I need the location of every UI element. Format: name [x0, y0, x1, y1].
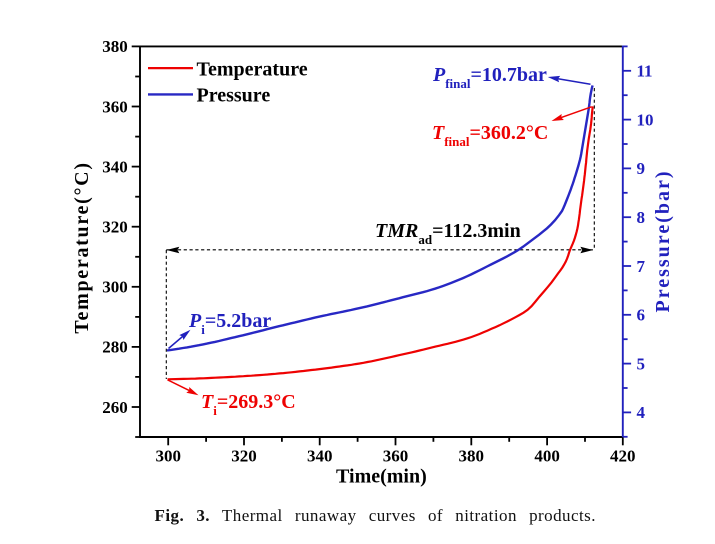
svg-text:280: 280	[102, 338, 128, 357]
svg-text:380: 380	[102, 37, 128, 56]
svg-text:Fig. 3. Thermal runaway curves: Fig. 3. Thermal runaway curves of nitrat…	[155, 506, 596, 525]
svg-text:Pfinal=10.7bar: Pfinal=10.7bar	[432, 64, 547, 91]
svg-text:300: 300	[155, 447, 181, 466]
svg-text:8: 8	[637, 208, 646, 227]
svg-text:260: 260	[102, 398, 128, 417]
svg-text:5: 5	[637, 354, 646, 373]
svg-text:320: 320	[231, 447, 257, 466]
svg-text:4: 4	[637, 403, 646, 422]
svg-text:Time(min): Time(min)	[336, 466, 427, 488]
svg-text:10: 10	[637, 110, 654, 129]
svg-text:Ti=269.3°C: Ti=269.3°C	[201, 391, 296, 418]
svg-text:11: 11	[637, 62, 653, 81]
svg-text:6: 6	[637, 306, 646, 325]
svg-text:380: 380	[459, 447, 485, 466]
svg-text:TMRad=112.3min: TMRad=112.3min	[375, 220, 521, 247]
svg-text:Tfinal=360.2°C: Tfinal=360.2°C	[432, 122, 548, 149]
svg-text:340: 340	[307, 447, 333, 466]
svg-text:420: 420	[610, 447, 636, 466]
svg-text:7: 7	[637, 257, 646, 276]
svg-text:Temperature(°C): Temperature(°C)	[71, 161, 93, 333]
svg-text:9: 9	[637, 159, 646, 178]
svg-text:360: 360	[102, 97, 128, 116]
svg-text:360: 360	[383, 447, 409, 466]
svg-text:300: 300	[102, 278, 128, 297]
svg-text:Pressure: Pressure	[197, 85, 271, 107]
svg-text:320: 320	[102, 218, 128, 237]
svg-text:340: 340	[102, 157, 128, 176]
svg-text:Pressure(bar): Pressure(bar)	[652, 169, 674, 312]
svg-text:400: 400	[534, 447, 560, 466]
svg-text:Temperature: Temperature	[197, 58, 308, 80]
svg-text:Pi=5.2bar: Pi=5.2bar	[188, 310, 271, 337]
